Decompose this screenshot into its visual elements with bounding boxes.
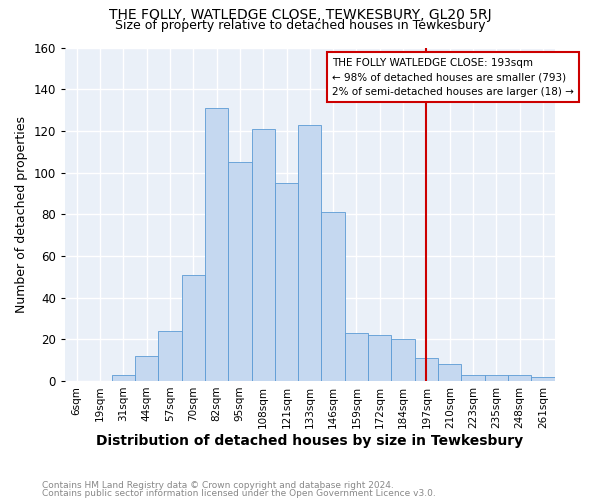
Bar: [135, 356, 158, 381]
Bar: [485, 374, 508, 381]
Bar: [368, 335, 391, 381]
Bar: [461, 374, 485, 381]
Bar: [532, 377, 555, 381]
Bar: [415, 358, 438, 381]
Y-axis label: Number of detached properties: Number of detached properties: [15, 116, 28, 312]
Bar: [112, 374, 135, 381]
Bar: [251, 129, 275, 381]
Bar: [391, 340, 415, 381]
Text: Size of property relative to detached houses in Tewkesbury: Size of property relative to detached ho…: [115, 19, 485, 32]
Bar: [205, 108, 228, 381]
Bar: [158, 331, 182, 381]
Text: Contains HM Land Registry data © Crown copyright and database right 2024.: Contains HM Land Registry data © Crown c…: [42, 481, 394, 490]
Bar: [182, 274, 205, 381]
Bar: [298, 124, 322, 381]
Bar: [438, 364, 461, 381]
Text: THE FOLLY, WATLEDGE CLOSE, TEWKESBURY, GL20 5RJ: THE FOLLY, WATLEDGE CLOSE, TEWKESBURY, G…: [109, 8, 491, 22]
Bar: [228, 162, 251, 381]
Bar: [322, 212, 345, 381]
Text: THE FOLLY WATLEDGE CLOSE: 193sqm
← 98% of detached houses are smaller (793)
2% o: THE FOLLY WATLEDGE CLOSE: 193sqm ← 98% o…: [332, 58, 574, 97]
Bar: [275, 183, 298, 381]
Bar: [508, 374, 532, 381]
Bar: [345, 333, 368, 381]
Text: Contains public sector information licensed under the Open Government Licence v3: Contains public sector information licen…: [42, 489, 436, 498]
X-axis label: Distribution of detached houses by size in Tewkesbury: Distribution of detached houses by size …: [96, 434, 523, 448]
